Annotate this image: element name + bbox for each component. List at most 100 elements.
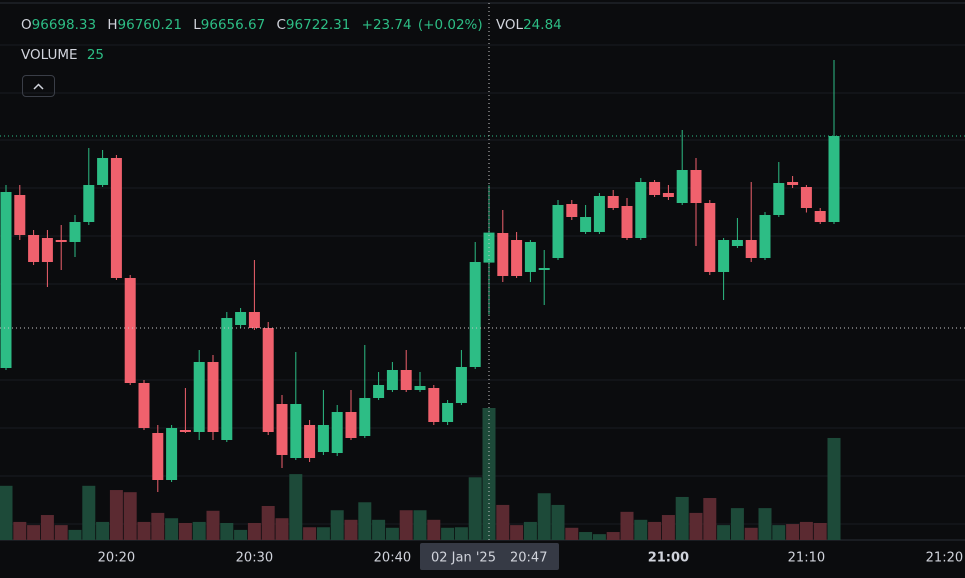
candle-body — [400, 370, 412, 390]
volume-bar — [220, 522, 234, 540]
volume-bar — [275, 518, 289, 540]
candle-body — [276, 404, 288, 455]
candle-body — [469, 262, 481, 367]
crosshair-date: 02 Jan '25 — [431, 551, 496, 566]
change-percent: (+0.02%) — [417, 17, 483, 33]
volume-bar — [399, 510, 413, 540]
volume-bar — [82, 485, 96, 540]
collapse-button[interactable] — [22, 75, 55, 97]
volume-bar — [68, 529, 82, 540]
volume-bar — [592, 534, 606, 540]
volume-bar — [675, 496, 689, 540]
chevron — [33, 83, 44, 90]
volume-bar — [385, 527, 399, 540]
change-value: +23.74 — [361, 17, 412, 33]
candle-body — [221, 318, 233, 440]
volume-bar — [496, 504, 510, 540]
candle-body — [649, 182, 661, 195]
volume-bar — [703, 498, 717, 540]
candle-body — [345, 412, 357, 438]
candle-body — [359, 398, 371, 436]
volume-bar — [772, 525, 786, 540]
volume-bar — [192, 521, 206, 540]
candle-body — [759, 215, 771, 258]
volume-bar — [758, 508, 772, 540]
volume-value: 24.84 — [523, 17, 562, 33]
volume-bar — [330, 510, 344, 540]
candle-body — [511, 240, 523, 276]
candle-body — [41, 238, 53, 262]
candle-body — [552, 205, 564, 258]
candle-body — [607, 196, 619, 208]
volume-layer — [0, 408, 841, 540]
candle-body — [110, 158, 122, 278]
candle-body — [662, 193, 674, 197]
volume-bar — [565, 527, 579, 540]
candle-body — [718, 240, 730, 272]
volume-bar — [634, 519, 648, 540]
volume-bar — [523, 521, 537, 540]
volume-bar — [661, 515, 675, 540]
candle-body — [262, 328, 274, 432]
ohlc-row: O96698.33 H96760.21 L96656.67 C96722.31 … — [21, 16, 562, 34]
volume-bar — [247, 522, 261, 540]
volume-bar — [730, 508, 744, 540]
volume-bar — [358, 502, 372, 540]
x-tick-label: 20:20 — [98, 551, 135, 566]
candle-body — [83, 185, 95, 222]
candle-body — [690, 170, 702, 203]
candle-layer — [0, 60, 840, 492]
candle-body — [497, 233, 509, 276]
volume-bar — [579, 532, 593, 540]
candle-body — [580, 217, 592, 232]
candle-body — [524, 242, 536, 272]
volume-bar — [123, 492, 137, 540]
low-key: L — [193, 17, 201, 33]
candle-body — [248, 312, 260, 328]
volume-bar — [427, 519, 441, 540]
candle-body — [28, 235, 40, 262]
volume-key: VOL — [495, 17, 524, 33]
candle-body — [442, 403, 454, 422]
candle-body — [124, 278, 136, 383]
candle-body — [386, 370, 398, 390]
candle-body — [14, 195, 26, 235]
candle-body — [317, 425, 329, 452]
volume-indicator-label: VOLUME — [21, 47, 78, 63]
crosshair-time-box — [420, 543, 559, 570]
x-tick-label: 21:10 — [788, 551, 825, 566]
volume-bar — [717, 525, 731, 540]
volume-bar — [606, 532, 620, 540]
volume-bar — [234, 529, 248, 540]
x-tick-label: 21:20 — [926, 551, 963, 566]
volume-bar — [13, 521, 27, 540]
candle-body — [304, 425, 316, 458]
candle-body — [207, 362, 219, 432]
volume-bar — [620, 511, 634, 540]
candle-body — [676, 170, 688, 203]
volume-bar — [40, 515, 54, 540]
volume-bar — [54, 525, 68, 540]
candle-body — [538, 268, 550, 270]
collapse-icon — [33, 83, 44, 90]
volume-bar — [151, 512, 165, 540]
volume-bar — [178, 522, 192, 540]
volume-bar — [137, 521, 151, 540]
volume-bar — [303, 527, 317, 540]
candle-body — [773, 183, 785, 215]
candle-body — [704, 203, 716, 272]
volume-bar — [344, 519, 358, 540]
x-tick-label: 21:00 — [648, 551, 689, 566]
volume-bar — [482, 408, 496, 540]
candle-body — [152, 433, 164, 480]
volume-bar — [827, 437, 841, 540]
volume-bar — [261, 505, 275, 540]
volume-bar — [316, 527, 330, 540]
volume-bar — [689, 512, 703, 540]
candle-body — [0, 192, 12, 368]
candle-body — [593, 196, 605, 232]
candle-body — [179, 430, 191, 432]
candle-body — [428, 388, 440, 422]
candle-body — [55, 240, 67, 242]
